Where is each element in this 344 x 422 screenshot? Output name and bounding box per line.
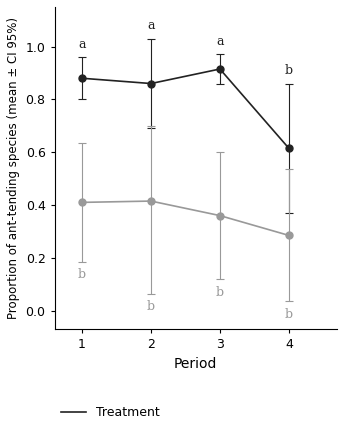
Text: a: a: [78, 38, 86, 51]
Text: b: b: [285, 308, 293, 321]
Y-axis label: Proportion of ant-tending species (mean ± CI 95%): Proportion of ant-tending species (mean …: [7, 17, 20, 319]
X-axis label: Period: Period: [174, 357, 217, 371]
Text: b: b: [285, 64, 293, 77]
Text: b: b: [78, 268, 86, 281]
Text: b: b: [147, 300, 155, 313]
Text: a: a: [216, 35, 224, 48]
Text: b: b: [216, 286, 224, 299]
Text: a: a: [147, 19, 155, 32]
Legend: Treatment, Control: Treatment, Control: [61, 406, 160, 422]
